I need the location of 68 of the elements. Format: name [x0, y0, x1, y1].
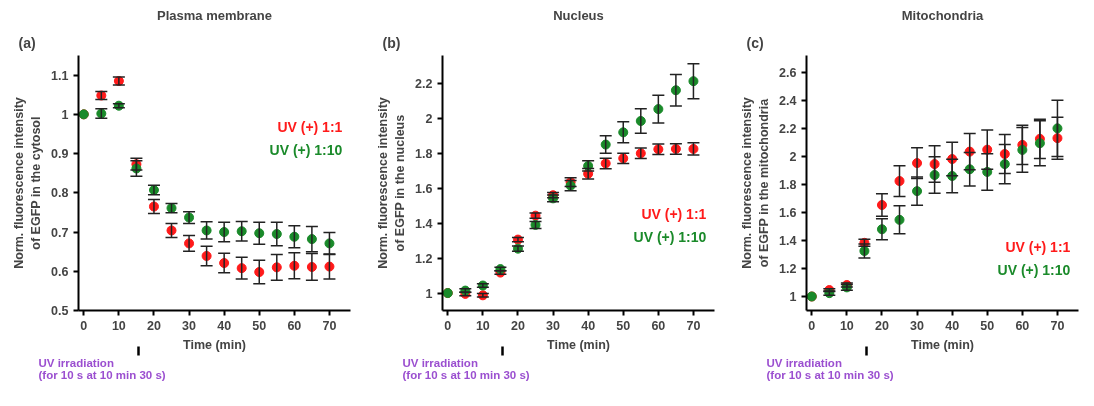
x-tick-label: 20: [511, 318, 525, 333]
y-tick-label: 2: [425, 111, 433, 126]
x-tick-label: 30: [910, 318, 925, 333]
chart-title: Plasma membrane: [157, 7, 272, 23]
x-tick-label: 30: [182, 318, 197, 333]
x-tick-label: 50: [252, 318, 267, 333]
y-tick-label: 0.9: [51, 147, 69, 162]
y-tick-label: 1.8: [779, 177, 797, 192]
x-tick-label: 40: [581, 318, 596, 333]
text: (a): [18, 34, 36, 51]
text: UV (+) 1:10: [269, 141, 343, 158]
x-tick-label: 60: [651, 318, 666, 333]
x-tick-label: 70: [686, 318, 701, 333]
y-tick-label: 1.4: [415, 216, 433, 231]
y-tick-label: 2.6: [779, 65, 797, 80]
y-tick-label: 2.4: [779, 93, 797, 108]
y-tick-label: 0.6: [51, 264, 69, 279]
x-axis-title: Time (min): [183, 337, 246, 352]
x-tick-label: 60: [1015, 318, 1030, 333]
y-tick-label: 1.8: [415, 146, 433, 161]
y-axis-title: Norm. fluorescence intensity of EGFP in the mitochondria: [740, 97, 772, 269]
text: UV (+) 1:1: [277, 118, 343, 135]
text: UV irradiation (for 10 s at 10 min 30 s): [402, 356, 530, 381]
x-tick-label: 20: [147, 318, 161, 333]
text: (c): [746, 34, 764, 51]
y-tick-label: 2.2: [779, 121, 797, 136]
y-tick-label: 2.2: [415, 76, 433, 91]
text: UV irradiation (for 10 s at 10 min 30 s): [766, 356, 894, 381]
text: UV irradiation (for 10 s at 10 min 30 s): [38, 356, 166, 381]
x-tick-label: 0: [444, 318, 452, 333]
y-tick-label: 1: [789, 289, 797, 304]
y-tick-label: 1: [425, 286, 433, 301]
y-tick-label: 1.2: [415, 251, 433, 266]
x-tick-label: 70: [1050, 318, 1065, 333]
y-tick-label: 2: [789, 149, 797, 164]
y-tick-label: 0.7: [51, 225, 69, 240]
x-tick-label: 30: [546, 318, 561, 333]
x-axis-title: Time (min): [547, 337, 610, 352]
y-tick-label: 1.2: [779, 261, 797, 276]
x-tick-label: 40: [217, 318, 232, 333]
y-tick-label: 1.6: [779, 205, 797, 220]
text: UV (+) 1:1: [1005, 238, 1071, 255]
x-axis-title: Time (min): [911, 337, 974, 352]
y-tick-label: 0.8: [51, 186, 69, 201]
chart-title: Mitochondria: [901, 7, 985, 23]
text: UV (+) 1:1: [641, 205, 707, 222]
x-tick-label: 10: [475, 318, 490, 333]
text: UV (+) 1:10: [997, 261, 1071, 278]
y-axis-title: Norm. fluorescence intensity of EGFP in the cytosol: [12, 97, 44, 269]
x-tick-label: 50: [616, 318, 631, 333]
chart-title: Nucleus: [553, 7, 604, 23]
x-tick-label: 40: [945, 318, 960, 333]
x-tick-label: 10: [839, 318, 854, 333]
text: UV (+) 1:10: [633, 228, 707, 245]
x-tick-label: 50: [980, 318, 995, 333]
y-tick-label: 1.1: [51, 68, 69, 83]
y-tick-label: 0.5: [51, 304, 69, 318]
y-axis-title: Norm. fluorescence intensity of EGFP in the nucleus: [376, 97, 408, 269]
y-tick-label: 1.6: [415, 181, 433, 196]
y-tick-label: 1: [61, 107, 69, 122]
text: (b): [382, 34, 401, 51]
x-tick-label: 0: [80, 318, 88, 333]
x-tick-label: 60: [287, 318, 302, 333]
x-tick-label: 10: [111, 318, 126, 333]
x-tick-label: 0: [808, 318, 816, 333]
y-tick-label: 1.4: [779, 233, 797, 248]
x-tick-label: 70: [322, 318, 337, 333]
x-tick-label: 20: [875, 318, 889, 333]
